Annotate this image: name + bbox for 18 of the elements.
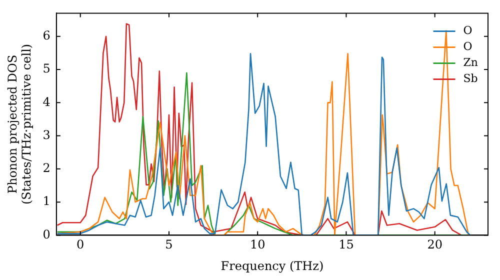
y-tick-label: 5 <box>42 62 50 76</box>
y-tick-label: 0 <box>42 227 50 242</box>
legend-label: Zn <box>463 56 478 70</box>
x-tick-label: 20 <box>427 238 442 252</box>
y-tick-label: 3 <box>42 128 50 142</box>
legend-label: O <box>463 40 472 54</box>
x-tick-label: 10 <box>250 238 266 252</box>
y-tick-label: 6 <box>42 28 50 43</box>
x-tick-label: 5 <box>165 238 173 252</box>
y-tick-label: 2 <box>42 161 50 176</box>
x-tick-label: 15 <box>338 238 354 252</box>
y-tick-label: 1 <box>42 194 50 208</box>
x-tick-label: 0 <box>76 238 84 252</box>
legend-label: Sb <box>463 72 478 86</box>
x-axis-title: Frequency (THz) <box>220 258 324 273</box>
y-axis-title: Phonon projected DOS (States/THz·primitive cell) <box>5 44 34 205</box>
y-tick-label: 4 <box>42 94 51 109</box>
legend-label: O <box>463 24 472 38</box>
